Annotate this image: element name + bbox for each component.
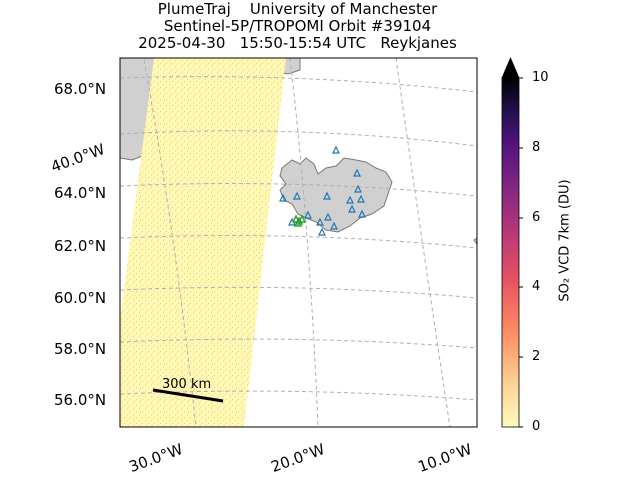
volcano-icon bbox=[293, 191, 301, 200]
volcano-icon bbox=[332, 145, 340, 154]
colorbar-tick-4: 4 bbox=[532, 279, 541, 294]
volcano-icon bbox=[358, 209, 366, 218]
colorbar-extend-max bbox=[501, 56, 520, 79]
colorbar-label: SO₂ VCD 7km (DU) bbox=[557, 179, 573, 302]
volcano-icon bbox=[330, 221, 338, 230]
volcano-icon bbox=[346, 195, 354, 204]
source-icon bbox=[291, 214, 301, 223]
scotland-edge bbox=[473, 237, 477, 245]
source-icon bbox=[293, 218, 303, 227]
volcano-icon bbox=[318, 227, 326, 236]
volcano-icon bbox=[354, 184, 362, 193]
colorbar-tick-8: 8 bbox=[532, 140, 541, 155]
volcano-icon bbox=[357, 194, 365, 203]
scale-bar bbox=[152, 388, 224, 403]
colorbar-tick-6: 6 bbox=[532, 210, 541, 225]
colorbar-tick-10: 10 bbox=[532, 70, 549, 85]
volcano-markers bbox=[279, 145, 366, 236]
source-icon bbox=[297, 214, 307, 223]
colorbar bbox=[501, 77, 520, 428]
volcano-icon bbox=[304, 210, 312, 219]
scale-bar-label: 300 km bbox=[162, 377, 212, 392]
title-line-3: 2025-04-30 15:50-15:54 UTC Reykjanes bbox=[138, 34, 457, 52]
volcano-icon bbox=[279, 193, 287, 202]
colorbar-tick-2: 2 bbox=[532, 349, 541, 364]
title-line-2: Sentinel-5P/TROPOMI Orbit #39104 bbox=[163, 17, 432, 35]
satellite-swath bbox=[120, 58, 286, 427]
lat-label-62: 62.0°N bbox=[54, 237, 107, 255]
lat-label-60: 60.0°N bbox=[54, 289, 107, 307]
lat-label-64: 64.0°N bbox=[54, 184, 107, 202]
colorbar-tick-marks bbox=[519, 77, 523, 428]
gridlines bbox=[120, 58, 477, 427]
lat-label-56: 56.0°N bbox=[54, 391, 107, 409]
volcano-icon bbox=[316, 217, 324, 226]
colorbar-tick-0: 0 bbox=[532, 419, 541, 434]
title-line-1: PlumeTraj University of Manchester bbox=[157, 0, 438, 18]
lat-label-68: 68.0°N bbox=[54, 80, 107, 98]
map-area bbox=[120, 58, 477, 427]
iceland-land bbox=[279, 157, 393, 233]
volcano-icon bbox=[324, 212, 332, 221]
map-frame bbox=[119, 57, 478, 428]
volcano-icon bbox=[323, 191, 331, 200]
volcano-icon bbox=[353, 168, 361, 177]
source-markers bbox=[291, 214, 307, 227]
lat-label-58: 58.0°N bbox=[54, 340, 107, 358]
volcano-icon bbox=[348, 204, 356, 213]
